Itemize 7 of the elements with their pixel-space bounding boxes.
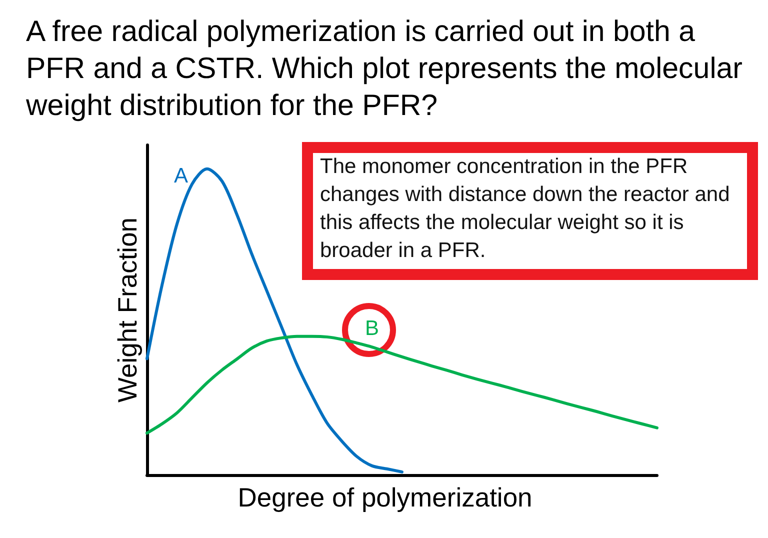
rectangle-outline: The monomer concentration in the PFR changes with distance down the reactor and this affects the molecular weight so it is broader in a PFR. xyxy=(302,142,758,280)
series-label: B xyxy=(364,317,380,340)
annotation: The monomer concentration in the PFR changes with distance down the reactor and this affects the molecular weight so it is broader in a PFR. xyxy=(319,154,731,264)
x-axis-title: Degree of polymerization xyxy=(238,482,532,512)
y-axis-title: Weight Fraction xyxy=(112,217,142,403)
series-label: A xyxy=(174,164,188,188)
chart-title: A free radical polymerization is carried out in both a PFR and a CSTR. Which plot represents the molecular weight distribution for the PFR? xyxy=(25,15,751,122)
